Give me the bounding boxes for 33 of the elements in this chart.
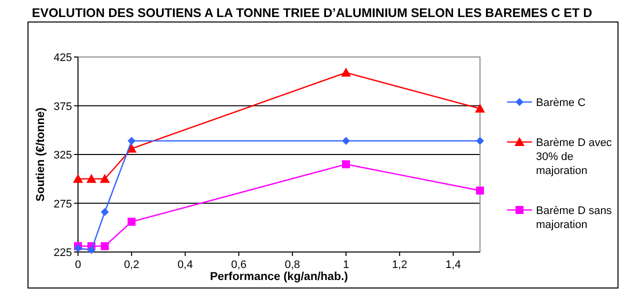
point: [87, 246, 96, 254]
x-tick-label: 1: [342, 259, 350, 271]
point: [73, 174, 83, 183]
y-tick-label: 325: [54, 150, 72, 162]
y-tick-label: 375: [54, 100, 72, 113]
legend-label: Barème D avec 30% de majoration: [536, 137, 612, 177]
x-axis-title: Performance (kg/an/hab.): [210, 271, 348, 283]
point: [476, 186, 484, 195]
point: [100, 242, 109, 250]
y-tick-label: 425: [54, 52, 72, 64]
point: [100, 208, 109, 216]
legend-label: Barème D sans majoration: [536, 205, 612, 231]
point: [86, 174, 96, 183]
y-tick-label: 275: [54, 198, 72, 210]
x-tick-label: 1,4: [446, 259, 461, 271]
x-tick-label: 1,2: [392, 259, 408, 271]
point: [476, 136, 484, 145]
point: [341, 68, 351, 77]
point: [128, 136, 136, 145]
point: [342, 160, 350, 168]
y-tick-label: 225: [54, 247, 72, 259]
y-axis-title: Soutien (€/tonne): [35, 107, 47, 202]
point: [128, 218, 136, 226]
x-tick-label: 0: [74, 259, 82, 271]
point: [100, 174, 110, 183]
point: [475, 104, 485, 113]
point: [342, 136, 350, 145]
chart-title: EVOLUTION DES SOUTIENS A LA TONNE TRIEE D’ALUMINIUM SELON LES BAREMES C ET D: [32, 6, 592, 20]
x-tick-label: 0,4: [178, 259, 193, 271]
x-tick-label: 0,6: [231, 259, 246, 271]
x-tick-label: 0,8: [284, 259, 300, 271]
x-tick-label: 0,2: [124, 259, 140, 271]
legend-label: Barème C: [536, 97, 586, 109]
